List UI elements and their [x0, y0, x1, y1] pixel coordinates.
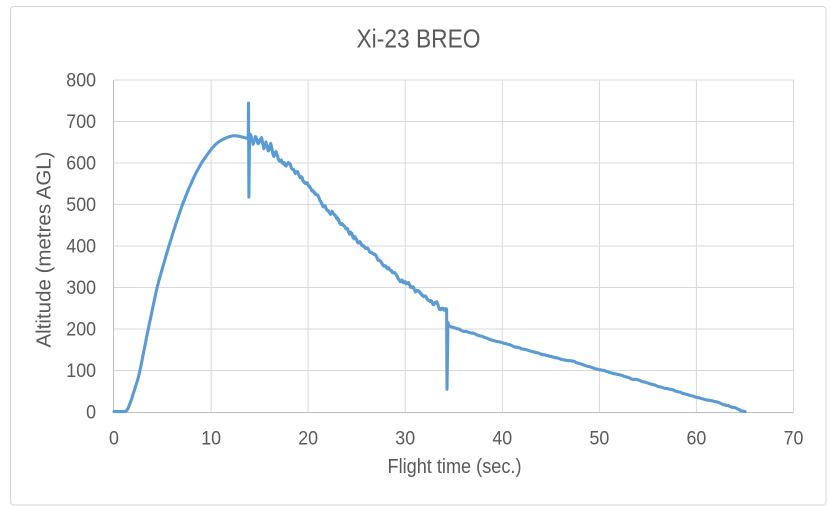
svg-text:400: 400 [66, 237, 96, 258]
svg-text:40: 40 [492, 428, 512, 449]
svg-text:70: 70 [784, 428, 804, 449]
svg-text:100: 100 [66, 361, 96, 382]
svg-text:800: 800 [66, 71, 96, 92]
svg-text:30: 30 [395, 428, 415, 449]
svg-text:500: 500 [66, 195, 96, 216]
svg-text:700: 700 [66, 112, 96, 133]
svg-text:Flight time (sec.): Flight time (sec.) [388, 456, 522, 478]
svg-text:Altitude (metres AGL): Altitude (metres AGL) [34, 152, 56, 348]
svg-text:20: 20 [298, 428, 318, 449]
svg-text:60: 60 [687, 428, 707, 449]
svg-text:600: 600 [66, 154, 96, 175]
svg-text:0: 0 [109, 428, 119, 449]
svg-text:10: 10 [201, 428, 221, 449]
svg-text:Xi-23 BREO: Xi-23 BREO [357, 24, 481, 54]
svg-text:0: 0 [86, 403, 96, 424]
svg-text:300: 300 [66, 278, 96, 299]
svg-text:200: 200 [66, 320, 96, 341]
svg-text:50: 50 [590, 428, 610, 449]
